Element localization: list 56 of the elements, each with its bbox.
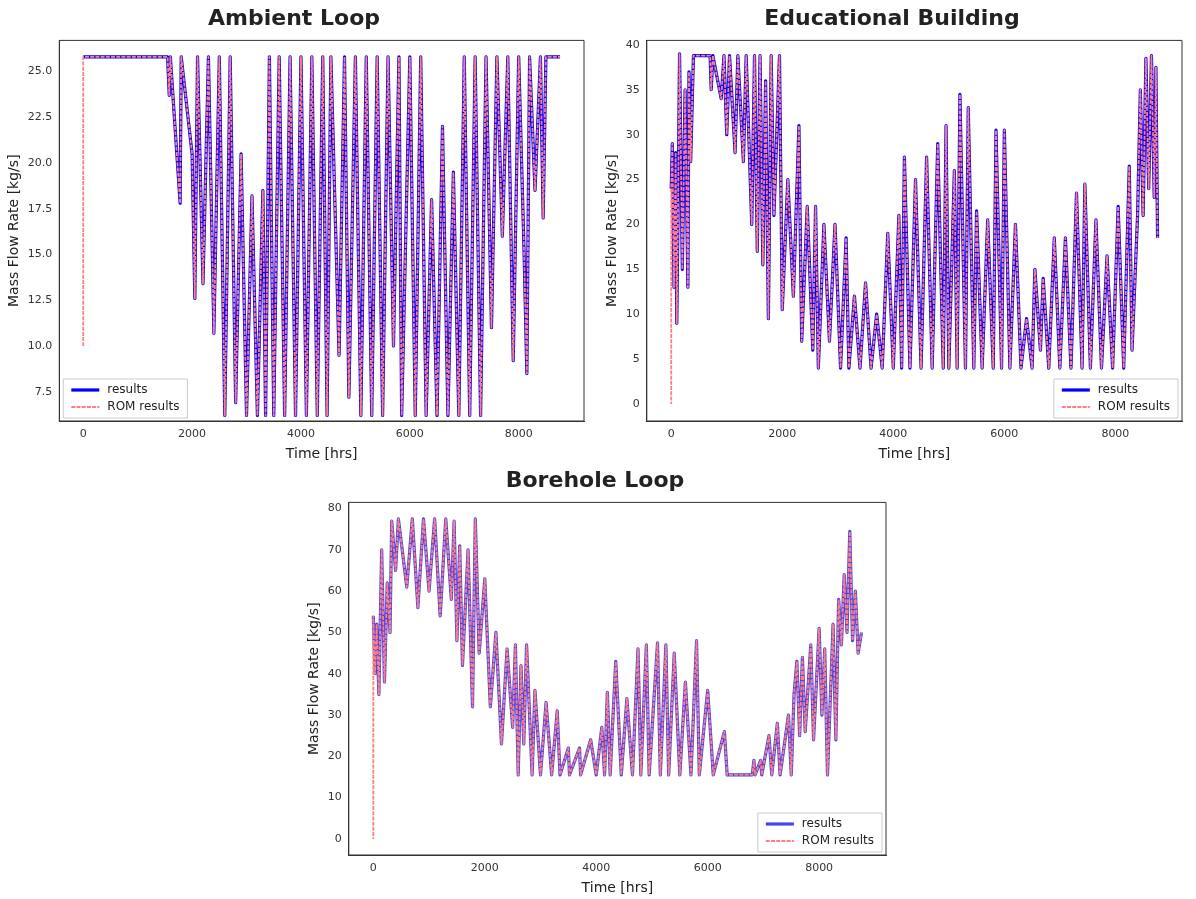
x-tick-label: 0 xyxy=(369,861,377,875)
x-tick-label: 8000 xyxy=(805,861,834,875)
y-tick-label: 15 xyxy=(625,262,640,276)
x-axis-title: Time [hrs] xyxy=(580,879,654,896)
y-tick-label: 40 xyxy=(327,666,342,680)
x-tick-label: 6000 xyxy=(990,427,1019,441)
x-tick-label: 4000 xyxy=(879,427,908,441)
y-tick-label: 10 xyxy=(327,790,342,804)
legend-label: ROM results xyxy=(107,399,180,414)
chart-title: Educational Building xyxy=(764,4,1020,30)
x-tick-label: 2000 xyxy=(470,861,499,875)
y-tick-label: 20 xyxy=(327,749,342,763)
y-tick-label: 0 xyxy=(632,396,640,410)
x-tick-label: 6000 xyxy=(395,427,424,441)
y-tick-label: 10.0 xyxy=(27,338,53,352)
x-tick-label: 4000 xyxy=(582,861,611,875)
y-tick-label: 7.5 xyxy=(34,384,53,398)
y-tick-label: 30 xyxy=(625,127,640,141)
x-axis-title: Time [hrs] xyxy=(284,445,358,462)
legend-label: results xyxy=(1097,382,1139,397)
y-tick-label: 70 xyxy=(327,542,342,556)
x-tick-label: 0 xyxy=(667,427,675,441)
y-tick-label: 40 xyxy=(625,37,640,51)
y-tick-label: 20.0 xyxy=(27,155,53,169)
x-tick-label: 0 xyxy=(79,427,87,441)
legend-label: ROM results xyxy=(1097,399,1170,414)
x-tick-label: 8000 xyxy=(504,427,533,441)
y-tick-label: 80 xyxy=(327,501,342,515)
y-tick-label: 22.5 xyxy=(27,110,53,124)
y-tick-label: 35 xyxy=(625,82,640,96)
y-tick-label: 12.5 xyxy=(27,293,53,307)
y-tick-label: 20 xyxy=(625,217,640,231)
y-axis-title: Mass Flow Rate [kg/s] xyxy=(603,154,620,307)
y-tick-label: 10 xyxy=(625,307,640,321)
y-tick-label: 25 xyxy=(625,172,640,186)
y-tick-label: 50 xyxy=(327,625,342,639)
y-tick-label: 0 xyxy=(334,831,342,845)
y-tick-label: 5 xyxy=(632,351,640,365)
x-tick-label: 2000 xyxy=(178,427,207,441)
x-tick-label: 2000 xyxy=(768,427,797,441)
y-axis-title: Mass Flow Rate [kg/s] xyxy=(305,602,322,755)
y-tick-label: 17.5 xyxy=(27,201,53,215)
x-tick-label: 8000 xyxy=(1101,427,1130,441)
x-tick-label: 6000 xyxy=(693,861,722,875)
legend-label: results xyxy=(801,816,843,831)
legend-label: ROM results xyxy=(801,833,874,848)
chart-title: Ambient Loop xyxy=(208,4,380,30)
y-tick-label: 60 xyxy=(327,584,342,598)
chart-title: Borehole Loop xyxy=(505,466,685,492)
x-axis-title: Time [hrs] xyxy=(877,445,951,462)
y-axis-title: Mass Flow Rate [kg/s] xyxy=(5,154,22,307)
y-tick-label: 15.0 xyxy=(27,247,53,261)
x-tick-label: 4000 xyxy=(286,427,315,441)
y-tick-label: 30 xyxy=(327,707,342,721)
legend-label: results xyxy=(107,382,148,397)
y-tick-label: 25.0 xyxy=(27,64,53,78)
